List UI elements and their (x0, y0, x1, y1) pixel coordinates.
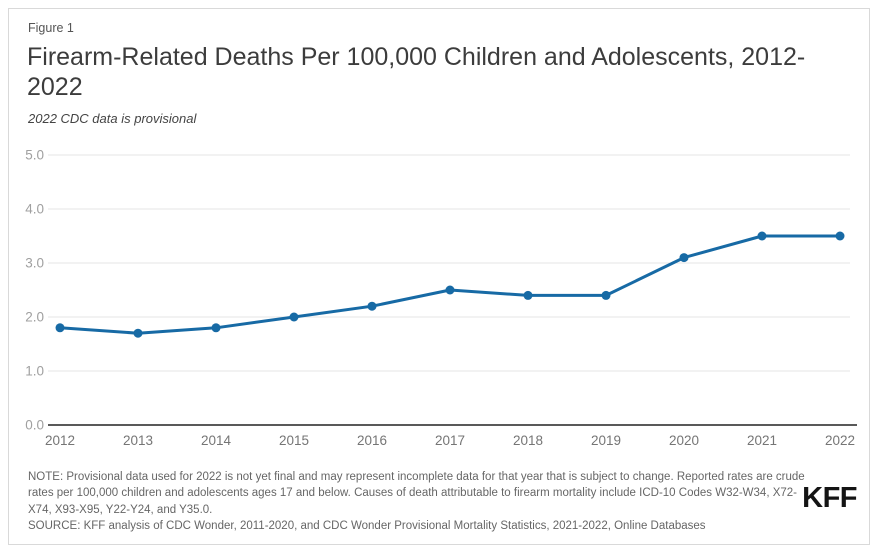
y-tick-label: 3.0 (25, 256, 44, 271)
data-point (835, 231, 845, 241)
x-tick-label: 2020 (669, 433, 699, 448)
y-tick-label: 2.0 (25, 310, 44, 325)
footer-notes: NOTE: Provisional data used for 2022 is … (28, 469, 806, 535)
chart-title-line1: Firearm-Related Deaths Per 100,000 Child… (27, 43, 806, 71)
y-axis-labels: 0.0 1.0 2.0 3.0 4.0 5.0 (25, 148, 44, 433)
trend-line (58, 234, 842, 335)
data-point (211, 323, 221, 333)
x-tick-label: 2018 (513, 433, 543, 448)
x-tick-label: 2019 (591, 433, 621, 448)
source-text: SOURCE: KFF analysis of CDC Wonder, 2011… (28, 520, 706, 533)
x-axis-labels: 2012 2013 2014 2015 2016 2017 2018 2019 2020 2021… (45, 433, 855, 448)
data-point (601, 290, 611, 300)
x-tick-label: 2014 (201, 433, 232, 448)
data-point (367, 301, 377, 311)
data-point (133, 328, 143, 338)
data-point (679, 253, 689, 263)
y-tick-label: 5.0 (25, 148, 44, 163)
kff-logo: KFF (802, 482, 857, 514)
x-tick-label: 2012 (45, 433, 75, 448)
chart-subtitle: 2022 CDC data is provisional (28, 111, 197, 126)
figure-label: Figure 1 (28, 21, 74, 35)
data-point (55, 323, 65, 333)
chart-title-line2: 2022 (27, 73, 83, 101)
data-point (289, 312, 299, 322)
x-tick-label: 2016 (357, 433, 387, 448)
x-tick-label: 2022 (825, 433, 855, 448)
x-tick-label: 2017 (435, 433, 465, 448)
note-text: NOTE: Provisional data used for 2022 is … (28, 471, 805, 516)
x-tick-label: 2013 (123, 433, 153, 448)
chart-title: Firearm-Related Deaths Per 100,000 Child… (27, 42, 857, 102)
data-points (55, 231, 845, 338)
x-tick-label: 2015 (279, 433, 309, 448)
data-point (523, 290, 533, 300)
y-tick-label: 1.0 (25, 364, 44, 379)
y-gridlines (48, 154, 857, 426)
figure-frame (8, 8, 870, 545)
x-tick-label: 2021 (747, 433, 777, 448)
data-point (445, 285, 455, 295)
y-tick-label: 0.0 (25, 418, 44, 433)
y-tick-label: 4.0 (25, 202, 44, 217)
data-point (757, 231, 767, 241)
